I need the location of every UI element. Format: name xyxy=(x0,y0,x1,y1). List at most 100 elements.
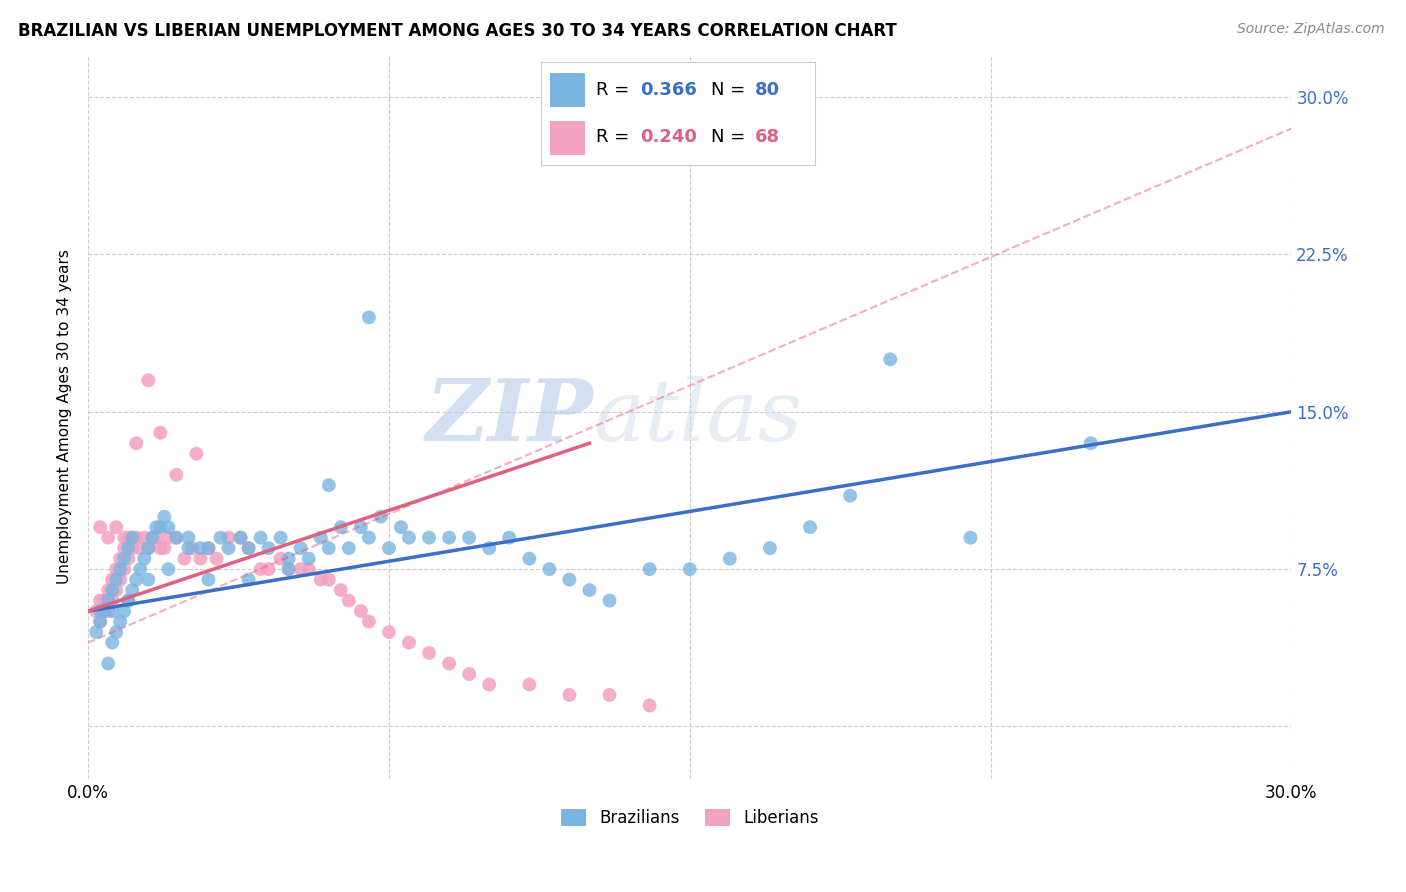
Point xyxy=(177,531,200,545)
Point xyxy=(437,531,460,545)
Point xyxy=(165,531,187,545)
Point xyxy=(218,541,240,556)
Point xyxy=(157,520,180,534)
Point xyxy=(839,489,862,503)
Point xyxy=(129,562,152,576)
Text: atlas: atlas xyxy=(593,376,803,458)
Point xyxy=(117,551,139,566)
Point xyxy=(638,698,661,713)
Legend: Brazilians, Liberians: Brazilians, Liberians xyxy=(553,801,827,836)
Point xyxy=(134,551,156,566)
Point xyxy=(517,677,540,691)
Point xyxy=(558,573,581,587)
Point xyxy=(229,531,252,545)
Point xyxy=(89,615,111,629)
Text: 80: 80 xyxy=(755,81,780,99)
Point xyxy=(145,531,167,545)
Point xyxy=(105,625,128,640)
Bar xyxy=(550,121,585,155)
Point xyxy=(129,541,152,556)
Point xyxy=(458,531,481,545)
Point xyxy=(84,625,107,640)
Point xyxy=(290,541,312,556)
Point xyxy=(329,520,352,534)
Point xyxy=(718,551,741,566)
Text: 0.240: 0.240 xyxy=(640,128,697,146)
Point xyxy=(181,541,204,556)
Point xyxy=(318,478,340,492)
Point xyxy=(136,541,159,556)
Point xyxy=(121,583,143,598)
Point xyxy=(84,604,107,618)
Point xyxy=(112,551,135,566)
Point xyxy=(599,688,621,702)
Point xyxy=(105,573,128,587)
Point xyxy=(89,520,111,534)
Point xyxy=(149,541,172,556)
Point xyxy=(517,551,540,566)
Point xyxy=(121,541,143,556)
Point xyxy=(89,615,111,629)
Point xyxy=(257,541,280,556)
Point xyxy=(110,551,132,566)
Point xyxy=(197,541,219,556)
Point xyxy=(112,531,135,545)
Point xyxy=(117,593,139,607)
Point xyxy=(437,657,460,671)
Point xyxy=(125,531,148,545)
Point xyxy=(97,583,120,598)
Point xyxy=(218,531,240,545)
Point xyxy=(101,573,124,587)
Point xyxy=(190,551,212,566)
Point xyxy=(165,467,187,482)
Point xyxy=(679,562,702,576)
Point xyxy=(105,562,128,576)
Point xyxy=(101,583,124,598)
Point xyxy=(309,573,332,587)
Point xyxy=(1080,436,1102,450)
Point xyxy=(177,541,200,556)
Y-axis label: Unemployment Among Ages 30 to 34 years: Unemployment Among Ages 30 to 34 years xyxy=(58,250,72,584)
Point xyxy=(298,562,321,576)
Point xyxy=(136,541,159,556)
Point xyxy=(136,573,159,587)
Point xyxy=(157,562,180,576)
Point xyxy=(117,541,139,556)
Point xyxy=(97,593,120,607)
Point xyxy=(89,604,111,618)
Point xyxy=(97,604,120,618)
Point xyxy=(398,635,420,649)
Point xyxy=(350,520,373,534)
Point xyxy=(105,583,128,598)
Point xyxy=(249,531,271,545)
Point xyxy=(318,573,340,587)
Point xyxy=(141,531,163,545)
Text: BRAZILIAN VS LIBERIAN UNEMPLOYMENT AMONG AGES 30 TO 34 YEARS CORRELATION CHART: BRAZILIAN VS LIBERIAN UNEMPLOYMENT AMONG… xyxy=(18,22,897,40)
Point xyxy=(329,583,352,598)
Point xyxy=(270,551,292,566)
Point xyxy=(149,425,172,440)
Text: 0.366: 0.366 xyxy=(640,81,697,99)
Point xyxy=(93,593,115,607)
Point xyxy=(121,531,143,545)
Text: ZIP: ZIP xyxy=(426,376,593,458)
Point xyxy=(378,625,401,640)
Point xyxy=(270,531,292,545)
Point xyxy=(357,615,380,629)
Point xyxy=(578,583,600,598)
Point xyxy=(190,541,212,556)
Point xyxy=(173,551,195,566)
Point xyxy=(205,551,228,566)
Point xyxy=(97,657,120,671)
Point xyxy=(298,551,321,566)
Point xyxy=(229,531,252,545)
Point xyxy=(93,604,115,618)
Point xyxy=(277,562,299,576)
Point xyxy=(153,509,176,524)
Point xyxy=(277,551,299,566)
Point xyxy=(759,541,782,556)
Point xyxy=(136,373,159,387)
Point xyxy=(101,604,124,618)
Point xyxy=(125,573,148,587)
Point xyxy=(418,646,440,660)
